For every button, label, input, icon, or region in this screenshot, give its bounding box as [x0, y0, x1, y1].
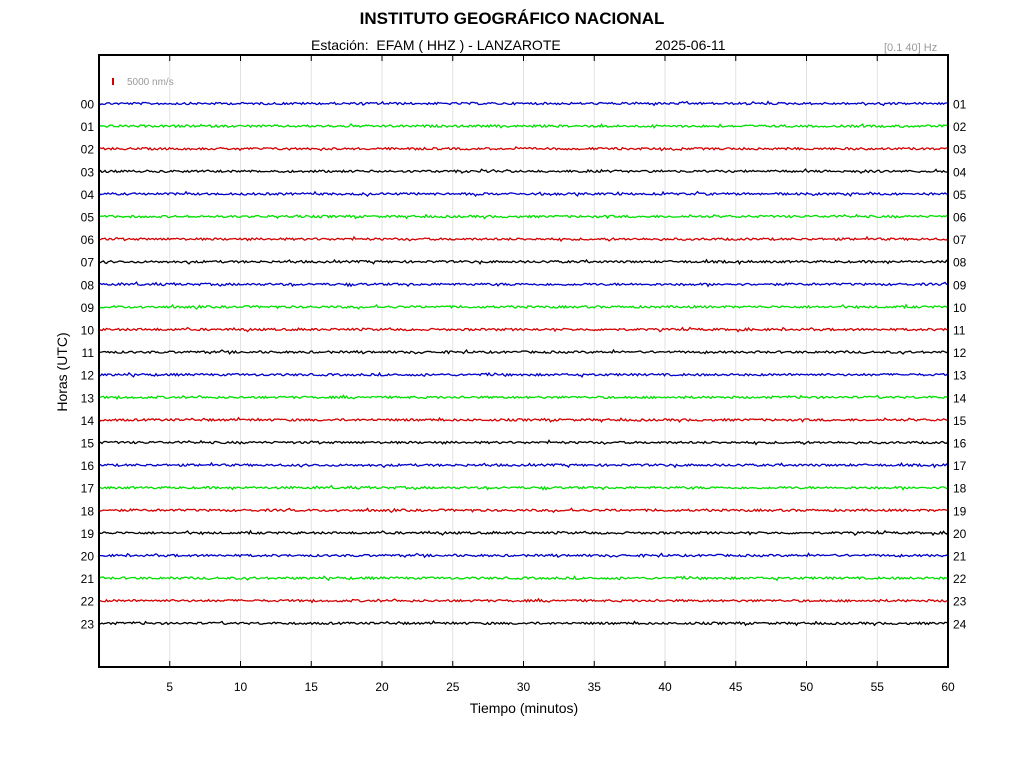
y-tick-label-right: 16 [953, 437, 967, 451]
trace-hour-20 [98, 552, 949, 559]
trace-hour-07 [98, 258, 949, 266]
y-tick-label-left: 11 [82, 346, 95, 360]
x-tick-label: 10 [234, 680, 248, 694]
y-tick-label-left: 02 [81, 143, 95, 157]
y-tick-label-right: 07 [953, 233, 967, 247]
station-info: Estación: EFAM ( HHZ ) - LANZAROTE [311, 37, 561, 53]
trace-hour-16 [98, 461, 949, 469]
trace-hour-23 [98, 620, 949, 627]
trace-hour-03 [98, 168, 949, 174]
y-tick-label-left: 12 [81, 369, 95, 383]
y-tick-label-right: 08 [953, 256, 967, 270]
y-tick-label-left: 21 [81, 572, 95, 586]
trace-hour-08 [98, 281, 949, 288]
y-tick-label-left: 13 [81, 391, 95, 405]
trace-hour-01 [98, 122, 949, 129]
y-tick-label-left: 23 [81, 617, 95, 631]
x-tick-label: 45 [729, 680, 743, 694]
y-tick-label-right: 10 [953, 301, 967, 315]
y-tick-label-left: 14 [81, 414, 95, 428]
y-tick-label-right: 01 [953, 98, 967, 112]
trace-hour-15 [98, 439, 949, 446]
x-tick-label: 50 [800, 680, 814, 694]
y-axis-label: Horas (UTC) [54, 332, 70, 412]
trace-hour-05 [98, 213, 949, 220]
seismic-traces [98, 100, 949, 627]
y-tick-label-right: 17 [953, 459, 967, 473]
y-tick-label-left: 05 [81, 211, 95, 225]
y-tick-label-right: 23 [953, 595, 967, 609]
x-axis-label: Tiempo (minutos) [469, 700, 579, 716]
y-tick-label-left: 19 [81, 527, 95, 541]
chart-title: INSTITUTO GEOGRÁFICO NACIONAL [359, 9, 665, 28]
x-tick-label: 55 [871, 680, 885, 694]
y-tick-label-left: 00 [81, 98, 95, 112]
y-tick-label-right: 22 [953, 572, 967, 586]
trace-hour-11 [98, 348, 949, 355]
station-prefix: Estación: [311, 37, 369, 53]
trace-hour-10 [98, 326, 949, 333]
y-tick-label-right: 19 [953, 504, 967, 518]
y-tick-label-right: 04 [953, 165, 967, 179]
y-tick-label-left: 16 [81, 459, 95, 473]
y-tick-label-right: 18 [953, 482, 967, 496]
y-tick-label-right: 14 [953, 391, 967, 405]
y-tick-label-right: 09 [953, 278, 967, 292]
y-tick-label-right: 03 [953, 143, 967, 157]
x-tick-label: 20 [375, 680, 389, 694]
trace-hour-14 [98, 416, 949, 424]
trace-hour-06 [98, 235, 949, 243]
grid-lines [169, 55, 878, 667]
trace-hour-17 [98, 484, 949, 491]
y-tick-label-left: 20 [81, 550, 95, 564]
y-tick-label-right: 06 [953, 211, 967, 225]
trace-hour-22 [98, 597, 949, 604]
x-tick-label: 60 [941, 680, 955, 694]
y-tick-label-right: 20 [953, 527, 967, 541]
y-tick-label-right: 13 [953, 369, 967, 383]
trace-hour-02 [98, 146, 949, 152]
x-tick-label: 35 [588, 680, 602, 694]
scale-bar [112, 78, 114, 85]
y-tick-label-left: 22 [81, 595, 95, 609]
trace-hour-19 [98, 529, 949, 537]
y-tick-label-left: 01 [81, 120, 95, 134]
x-tick-label: 25 [446, 680, 460, 694]
y-tick-label-right: 05 [953, 188, 967, 202]
y-tick-label-right: 11 [953, 324, 966, 338]
y-tick-label-left: 15 [81, 437, 95, 451]
y-tick-label-left: 10 [81, 324, 95, 338]
x-tick-label: 30 [517, 680, 531, 694]
trace-hour-00 [98, 100, 949, 107]
trace-hour-09 [98, 303, 949, 310]
trace-hour-12 [98, 371, 949, 378]
axis-ticks: 5 10 15 20 25 30 35 40 45 50 55 60 00 01 02 03 04 05 06 07 0… [81, 55, 967, 694]
y-tick-label-left: 03 [81, 165, 95, 179]
y-tick-label-left: 18 [81, 504, 95, 518]
x-tick-label: 40 [658, 680, 672, 694]
trace-hour-04 [98, 190, 949, 198]
y-tick-label-right: 15 [953, 414, 967, 428]
y-tick-label-right: 02 [953, 120, 967, 134]
station-name: EFAM ( HHZ ) - LANZAROTE [376, 37, 561, 53]
scale-label: 5000 nm/s [127, 77, 174, 88]
trace-hour-13 [98, 394, 949, 401]
amplitude-scale: 5000 nm/s [112, 77, 174, 88]
x-tick-label: 5 [166, 680, 173, 694]
filter-band: [0.1 40] Hz [884, 42, 938, 54]
y-tick-label-right: 21 [953, 550, 967, 564]
y-tick-label-left: 08 [81, 278, 95, 292]
chart-date: 2025-06-11 [655, 37, 726, 53]
trace-hour-21 [98, 575, 949, 582]
y-tick-label-right: 24 [953, 617, 967, 631]
y-tick-label-left: 04 [81, 188, 95, 202]
y-tick-label-right: 12 [953, 346, 967, 360]
y-tick-label-left: 09 [81, 301, 95, 315]
x-tick-label: 15 [305, 680, 319, 694]
y-tick-label-left: 06 [81, 233, 95, 247]
y-tick-label-left: 17 [81, 482, 95, 496]
trace-hour-18 [98, 507, 949, 514]
y-tick-label-left: 07 [81, 256, 95, 270]
